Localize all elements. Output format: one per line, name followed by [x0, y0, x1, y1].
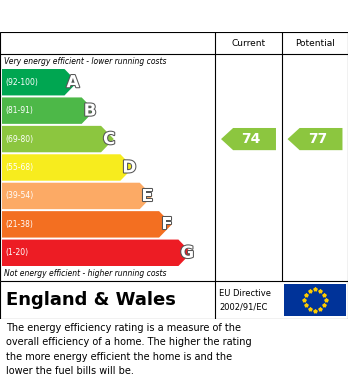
Polygon shape: [2, 154, 133, 181]
Polygon shape: [2, 183, 152, 209]
Text: England & Wales: England & Wales: [6, 291, 176, 309]
Text: (21-38): (21-38): [5, 220, 33, 229]
Text: Potential: Potential: [295, 38, 335, 47]
Text: Current: Current: [231, 38, 266, 47]
Polygon shape: [2, 69, 77, 95]
Text: Very energy efficient - lower running costs: Very energy efficient - lower running co…: [4, 57, 166, 66]
Text: Energy Efficiency Rating: Energy Efficiency Rating: [8, 9, 218, 23]
Text: A: A: [66, 73, 79, 91]
Text: D: D: [122, 158, 136, 176]
Text: 2002/91/EC: 2002/91/EC: [219, 302, 267, 311]
Bar: [284, 284, 346, 316]
Text: The energy efficiency rating is a measure of the
overall efficiency of a home. T: The energy efficiency rating is a measur…: [6, 323, 252, 376]
Polygon shape: [2, 211, 172, 238]
Text: C: C: [103, 130, 115, 148]
Text: (39-54): (39-54): [5, 192, 33, 201]
Text: EU Directive: EU Directive: [219, 289, 271, 298]
Text: 77: 77: [308, 132, 327, 146]
Text: F: F: [161, 215, 173, 233]
Polygon shape: [221, 128, 276, 150]
Text: (92-100): (92-100): [5, 78, 38, 87]
Polygon shape: [2, 126, 114, 152]
Polygon shape: [2, 240, 191, 266]
Polygon shape: [2, 97, 95, 124]
Text: B: B: [84, 102, 96, 120]
Text: Not energy efficient - higher running costs: Not energy efficient - higher running co…: [4, 269, 166, 278]
Text: (69-80): (69-80): [5, 135, 33, 143]
Text: (1-20): (1-20): [5, 248, 28, 257]
Text: 74: 74: [242, 132, 261, 146]
Text: E: E: [142, 187, 153, 205]
Text: (55-68): (55-68): [5, 163, 33, 172]
Text: (81-91): (81-91): [5, 106, 33, 115]
Polygon shape: [287, 128, 342, 150]
Text: G: G: [181, 244, 194, 262]
